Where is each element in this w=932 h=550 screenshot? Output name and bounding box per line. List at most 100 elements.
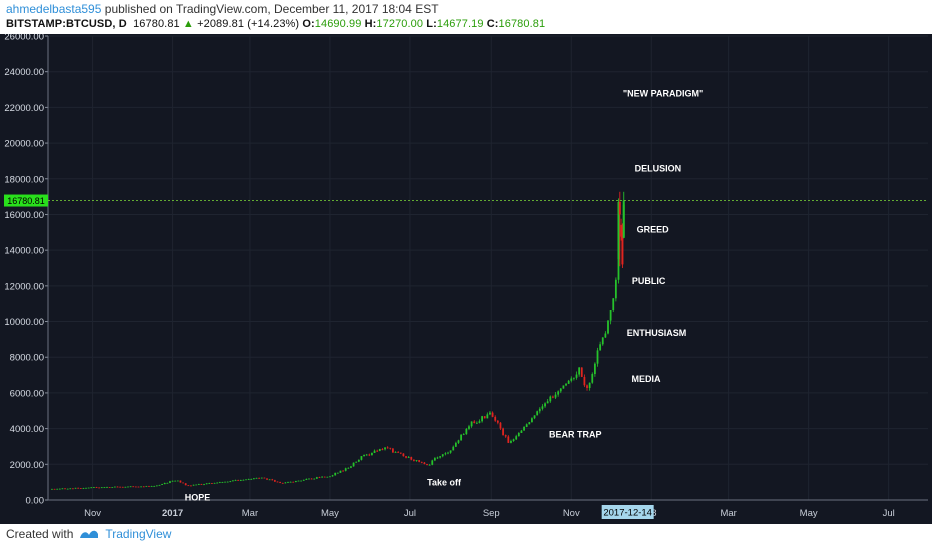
candle-body xyxy=(200,484,203,485)
candle-body xyxy=(342,470,344,472)
candle-body xyxy=(82,488,85,489)
candle-body xyxy=(297,480,300,482)
tradingview-link[interactable]: TradingView xyxy=(105,527,172,541)
candle-body xyxy=(287,481,289,483)
candle-body xyxy=(381,449,384,450)
candle-body xyxy=(428,464,431,466)
candle-body xyxy=(239,480,242,481)
candle-body xyxy=(237,480,240,481)
candle-body xyxy=(384,447,386,450)
candle-body xyxy=(465,428,468,435)
candle-body xyxy=(336,472,339,474)
candle-body xyxy=(588,382,591,388)
candle-body xyxy=(496,420,499,423)
candle-body xyxy=(357,459,360,462)
candle-body xyxy=(423,462,426,465)
candle-body xyxy=(596,350,599,364)
candle-body xyxy=(371,452,373,456)
y-tick-label: 6000.00 xyxy=(10,388,44,399)
candle-body xyxy=(344,468,347,471)
candle-body xyxy=(489,412,491,415)
candle-body xyxy=(350,466,352,468)
candle-body xyxy=(389,447,392,449)
change-value: +2089.81 (+14.23%) xyxy=(197,18,300,30)
x-axis: Nov2017MarMayJulSepNov18MarMayJul xyxy=(48,499,928,519)
y-tick-label: 24000.00 xyxy=(4,67,44,78)
annotation-label: MEDIA xyxy=(632,374,662,384)
candle-body xyxy=(318,477,321,478)
candle-body xyxy=(392,448,394,453)
candle-body xyxy=(557,391,560,395)
candle-body xyxy=(554,394,557,398)
y-tick-label: 12000.00 xyxy=(4,281,44,292)
candle-body xyxy=(174,480,177,482)
candle-body xyxy=(405,456,407,458)
x-tick-label: May xyxy=(800,508,818,519)
candle-body xyxy=(255,477,258,479)
candle-body xyxy=(187,485,190,487)
candle-body xyxy=(258,477,261,479)
candle-body xyxy=(85,487,87,489)
candle-body xyxy=(61,488,64,490)
candle-body xyxy=(591,374,594,383)
candle-body xyxy=(510,440,512,443)
candle-body xyxy=(308,478,310,480)
candle-body xyxy=(315,477,318,479)
candle-body xyxy=(578,367,581,375)
candle-body xyxy=(142,486,145,488)
candle-body xyxy=(87,487,90,489)
candle-body xyxy=(161,484,163,485)
candle-body xyxy=(140,486,143,488)
cursor-date-label: 2017-12-14 xyxy=(603,508,652,519)
candle-body xyxy=(523,426,525,431)
y-tick-label: 18000.00 xyxy=(4,174,44,185)
candle-body xyxy=(232,480,234,482)
y-tick-label: 16000.00 xyxy=(4,210,44,221)
candle-body xyxy=(426,464,428,466)
candle-body xyxy=(363,454,365,457)
candle-body xyxy=(132,486,135,488)
price-chart[interactable]: 0.00 2000.00 4000.00 6000.00 8000.00 10000.00… xyxy=(0,34,932,524)
high-label: H: xyxy=(364,18,377,30)
annotation-label: BEAR TRAP xyxy=(549,430,602,440)
annotation-label: PUBLIC xyxy=(632,276,666,286)
candle-body xyxy=(586,385,588,388)
low-value: 14677.19 xyxy=(436,18,484,30)
close-label: C: xyxy=(486,18,499,30)
y-axis: 0.00 2000.00 4000.00 6000.00 8000.00 10000.00… xyxy=(4,34,49,507)
candle-body xyxy=(72,488,74,490)
candle-body xyxy=(213,482,216,484)
plot-background xyxy=(0,34,932,524)
author-link[interactable]: ahmedelbasta595 xyxy=(6,2,102,16)
candle-body xyxy=(166,482,169,484)
candle-body xyxy=(481,416,483,422)
x-tick-label: May xyxy=(321,508,339,519)
candle-body xyxy=(517,432,520,437)
candle-body xyxy=(323,476,326,478)
candle-body xyxy=(66,488,69,490)
candle-body xyxy=(410,457,413,460)
candle-body xyxy=(58,488,61,490)
y-tick-label: 0.00 xyxy=(26,496,45,507)
candle-body xyxy=(329,476,331,478)
candle-body xyxy=(415,460,418,461)
candle-body xyxy=(491,412,494,417)
candle-body xyxy=(276,481,279,483)
candle-body xyxy=(483,416,486,419)
candle-body xyxy=(216,482,219,484)
candle-body xyxy=(203,484,205,486)
candle-body xyxy=(570,378,573,381)
candle-body xyxy=(108,487,111,488)
candle-body xyxy=(111,487,114,488)
candle-body xyxy=(127,486,129,488)
tradingview-logo-icon[interactable] xyxy=(79,528,99,540)
candle-body xyxy=(247,479,250,480)
current-price-badge xyxy=(4,194,48,207)
candle-body xyxy=(56,488,59,490)
candle-body xyxy=(486,414,489,419)
candle-body xyxy=(441,454,444,457)
candle-body xyxy=(119,486,122,488)
candle-body xyxy=(355,461,358,463)
candle-body xyxy=(604,333,607,338)
annotation-label: ENTHUSIASM xyxy=(627,328,687,338)
